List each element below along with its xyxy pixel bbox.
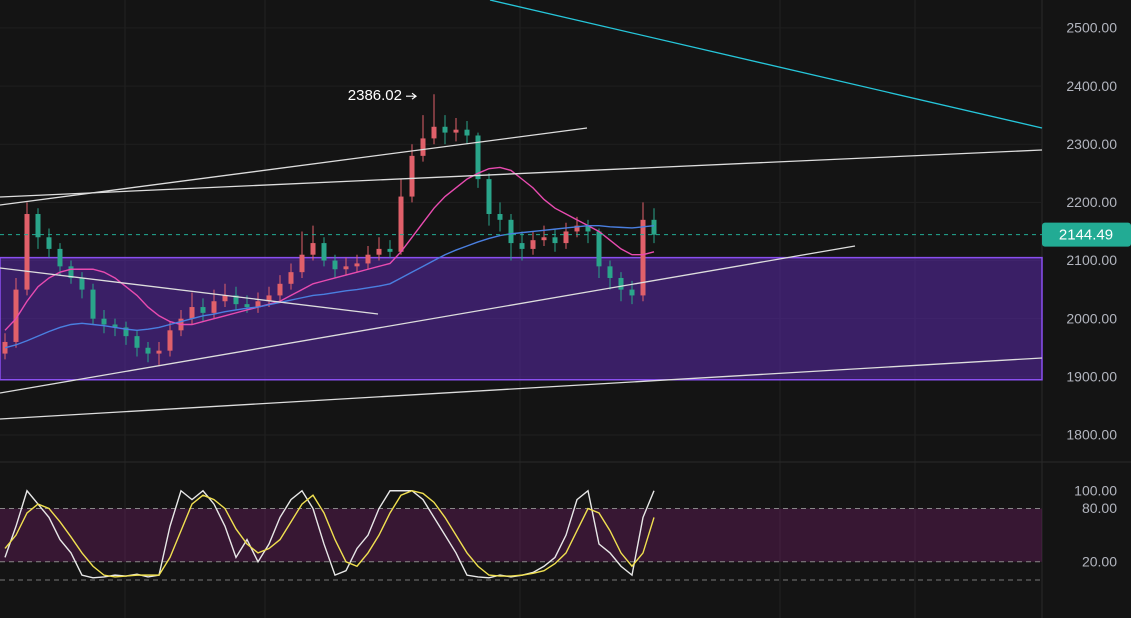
high-annotation: 2386.02 xyxy=(348,87,402,104)
candle-body xyxy=(101,318,107,325)
candle-body xyxy=(79,277,85,290)
candle-body xyxy=(596,231,602,267)
trend-line xyxy=(0,267,379,315)
y-tick-label: 2100.00 xyxy=(1066,252,1117,268)
high-arrow xyxy=(406,92,417,100)
y-tick-label: 20.00 xyxy=(1082,554,1117,570)
candle-body xyxy=(46,237,52,249)
y-tick-label: 100.00 xyxy=(1074,482,1117,498)
candle-body xyxy=(552,237,558,244)
layer-bg xyxy=(0,27,1043,563)
candle-body xyxy=(288,272,294,284)
candle-body xyxy=(497,214,503,220)
y-tick-label: 1900.00 xyxy=(1066,369,1117,385)
candle-body xyxy=(299,254,305,273)
candle-body xyxy=(200,307,206,313)
candle-body xyxy=(310,243,316,255)
candle-body xyxy=(90,289,96,319)
y-tick-label: 2000.00 xyxy=(1066,310,1117,326)
candle-body xyxy=(244,304,250,308)
candle-body xyxy=(354,263,360,267)
layer-main xyxy=(2,94,657,579)
candle-body xyxy=(475,135,481,180)
line-series xyxy=(4,224,655,349)
trend-line xyxy=(0,245,856,394)
candle-body xyxy=(409,155,415,197)
candle-body xyxy=(211,301,217,313)
trend-line xyxy=(489,0,1043,129)
candle-body xyxy=(156,350,162,354)
candle-body xyxy=(442,126,448,133)
candle-body xyxy=(508,219,514,244)
candle-body xyxy=(420,138,426,156)
candle-body xyxy=(57,248,63,267)
y-tick-label: 2500.00 xyxy=(1066,20,1117,36)
candle-body xyxy=(134,336,140,348)
candle-body xyxy=(574,225,580,232)
candle-body xyxy=(277,283,283,296)
candle-body xyxy=(651,219,657,235)
candle-body xyxy=(376,248,382,255)
candle-body xyxy=(519,243,525,249)
candle-body xyxy=(24,214,30,290)
y-tick-label: 2400.00 xyxy=(1066,78,1117,94)
candle-body xyxy=(585,225,591,232)
candle-body xyxy=(145,347,151,354)
candle-body xyxy=(255,301,261,308)
candle-body xyxy=(123,327,129,337)
line-series xyxy=(4,490,655,578)
y-tick-label: 2300.00 xyxy=(1066,136,1117,152)
candle-body xyxy=(453,129,459,133)
candle-body xyxy=(486,179,492,215)
candle-body xyxy=(266,295,272,302)
candle-body xyxy=(607,266,613,278)
candle-body xyxy=(222,295,228,302)
candle-body xyxy=(563,231,569,244)
layer-top: 2144.49 2386.02 xyxy=(0,0,1131,420)
candle-body xyxy=(13,289,19,342)
candle-body xyxy=(167,330,173,351)
last-price-label: 2144.49 xyxy=(1059,227,1113,244)
y-tick-label: 2200.00 xyxy=(1066,194,1117,210)
y-tick-label: 80.00 xyxy=(1082,500,1117,516)
candle-body xyxy=(530,240,536,249)
candle-body xyxy=(233,295,239,305)
candle-body xyxy=(332,260,338,270)
trend-line xyxy=(0,149,1043,198)
candle-body xyxy=(398,196,404,252)
last-price-box xyxy=(1042,222,1131,247)
trend-line xyxy=(0,357,1043,420)
line-series xyxy=(4,489,655,579)
candle-body xyxy=(640,219,646,296)
candle-body xyxy=(464,129,470,136)
candle-body xyxy=(431,126,437,139)
candle-body xyxy=(629,289,635,296)
candle-body xyxy=(189,307,195,319)
zone xyxy=(0,256,1043,381)
candle-body xyxy=(35,214,41,238)
line-series xyxy=(4,166,655,331)
candle-body xyxy=(365,254,371,264)
stoch-band xyxy=(0,508,1042,562)
y-tick-label: 1800.00 xyxy=(1066,427,1117,443)
candle-body xyxy=(321,243,327,261)
candle-body xyxy=(618,277,624,290)
candle-body xyxy=(343,266,349,270)
candle-body xyxy=(68,266,74,278)
candle-body xyxy=(112,324,118,328)
candle-body xyxy=(387,248,393,252)
candle-body xyxy=(541,237,547,241)
